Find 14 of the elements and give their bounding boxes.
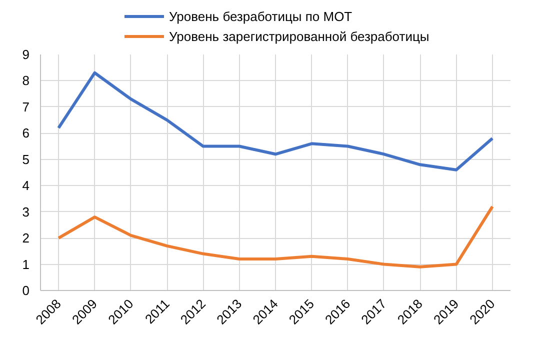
y-tick-label: 8: [22, 73, 30, 88]
y-tick-label: 9: [22, 47, 30, 62]
y-tick-label: 1: [22, 256, 30, 272]
line-series: [57, 205, 494, 268]
y-tick-label: 7: [22, 99, 30, 114]
y-tick-label: 5: [22, 152, 30, 167]
y-tick-label: 0: [22, 283, 30, 298]
y-tick-label: 3: [22, 204, 30, 220]
legend-label: Уровень безработицы по МОТ: [169, 8, 352, 24]
line-series: [57, 71, 494, 172]
legend-label: Уровень зарегистрированной безработицы: [169, 28, 430, 44]
y-tick-label: 2: [22, 230, 30, 246]
y-tick-label: 6: [22, 126, 30, 141]
y-tick-label: 4: [22, 178, 30, 194]
